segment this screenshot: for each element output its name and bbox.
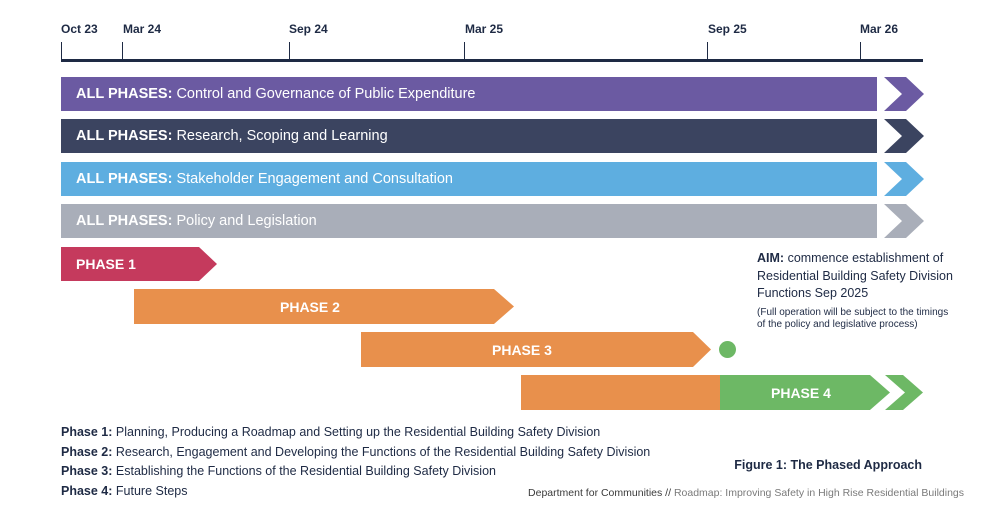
band-research: ALL PHASES: Research, Scoping and Learni… bbox=[61, 119, 877, 153]
phase-2-arrow bbox=[134, 289, 514, 324]
legend-key: Phase 1: bbox=[61, 425, 113, 439]
band-prefix: ALL PHASES: bbox=[76, 171, 173, 187]
band-prefix: ALL PHASES: bbox=[76, 213, 173, 229]
chevron-right-icon bbox=[884, 162, 924, 196]
footer-separator: // bbox=[665, 487, 672, 499]
phase-1-label: PHASE 1 bbox=[76, 256, 136, 272]
tick-label: Oct 23 bbox=[61, 22, 98, 36]
phase-3-label: PHASE 3 bbox=[492, 342, 552, 358]
legend-key: Phase 3: bbox=[61, 464, 113, 478]
legend-text: Research, Engagement and Developing the … bbox=[115, 444, 651, 459]
legend-item: Phase 1: Planning, Producing a Roadmap a… bbox=[61, 423, 650, 443]
legend-item: Phase 3: Establishing the Functions of t… bbox=[61, 462, 650, 482]
band-text: Control and Governance of Public Expendi… bbox=[176, 86, 476, 102]
tick-mark bbox=[464, 42, 465, 60]
legend-key: Phase 4: bbox=[61, 483, 113, 498]
legend-text: Planning, Producing a Roadmap and Settin… bbox=[115, 425, 601, 439]
phase-1-arrow bbox=[61, 247, 217, 281]
phase-2-label: PHASE 2 bbox=[280, 299, 340, 315]
band-engagement: ALL PHASES: Stakeholder Engagement and C… bbox=[61, 162, 877, 196]
tick-label: Sep 24 bbox=[289, 22, 328, 36]
band-policy: ALL PHASES: Policy and Legislation bbox=[61, 204, 877, 238]
tick-label: Mar 25 bbox=[465, 22, 504, 36]
legend-key: Phase 2: bbox=[61, 444, 113, 459]
legend-item: Phase 4: Future Steps bbox=[61, 482, 650, 502]
phase-3-arrow bbox=[361, 332, 711, 367]
tick-mark bbox=[61, 42, 62, 60]
band-prefix: ALL PHASES: bbox=[76, 128, 173, 144]
tick-label: Mar 24 bbox=[123, 22, 162, 36]
aim-note: AIM: commence establishment of Residenti… bbox=[757, 250, 957, 332]
legend-text: Establishing the Functions of the Reside… bbox=[115, 464, 496, 478]
band-governance: ALL PHASES: Control and Governance of Pu… bbox=[61, 77, 877, 111]
tick-label: Sep 25 bbox=[708, 22, 747, 36]
tick-mark bbox=[122, 42, 123, 60]
tick-mark bbox=[860, 42, 861, 60]
aim-subnote: (Full operation will be subject to the t… bbox=[757, 306, 949, 331]
phase-4-arrow bbox=[521, 375, 923, 410]
phase-legend: Phase 1: Planning, Producing a Roadmap a… bbox=[61, 423, 650, 501]
footer-title: Roadmap: Improving Safety in High Rise R… bbox=[673, 487, 964, 499]
timeline-axis: Oct 23 Mar 24 Sep 24 Mar 25 Sep 25 Mar 2… bbox=[0, 0, 1000, 70]
axis-line bbox=[61, 59, 923, 62]
milestone-dot bbox=[719, 341, 736, 358]
aim-text: commence establishment of Residential Bu… bbox=[757, 251, 953, 300]
band-prefix: ALL PHASES: bbox=[76, 86, 173, 102]
band-text: Research, Scoping and Learning bbox=[176, 128, 388, 144]
figure-caption: Figure 1: The Phased Approach bbox=[734, 458, 922, 472]
legend-text: Future Steps bbox=[115, 483, 188, 498]
phase-4-label: PHASE 4 bbox=[771, 385, 831, 401]
tick-mark bbox=[707, 42, 708, 60]
chevron-right-icon bbox=[884, 204, 924, 238]
chevron-right-icon bbox=[884, 77, 924, 111]
chevron-right-icon bbox=[884, 119, 924, 153]
footer-org: Department for Communities bbox=[528, 487, 663, 499]
legend-item: Phase 2: Research, Engagement and Develo… bbox=[61, 443, 650, 463]
tick-label: Mar 26 bbox=[860, 22, 899, 36]
aim-title: AIM: bbox=[757, 251, 785, 265]
band-text: Stakeholder Engagement and Consultation bbox=[176, 171, 453, 187]
tick-mark bbox=[289, 42, 290, 60]
band-text: Policy and Legislation bbox=[176, 213, 317, 229]
page-footer: Department for Communities // Roadmap: I… bbox=[528, 487, 964, 499]
